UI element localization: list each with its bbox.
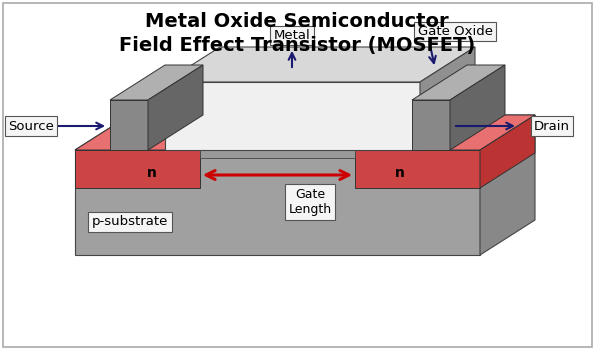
- Polygon shape: [110, 100, 148, 150]
- Text: n: n: [395, 166, 405, 180]
- Polygon shape: [355, 150, 480, 188]
- Polygon shape: [75, 115, 535, 150]
- Polygon shape: [480, 115, 535, 255]
- Polygon shape: [200, 115, 410, 150]
- Text: p-substrate: p-substrate: [92, 216, 168, 229]
- Text: Metal: Metal: [274, 29, 311, 42]
- Polygon shape: [355, 115, 535, 150]
- Polygon shape: [420, 47, 475, 150]
- Polygon shape: [148, 65, 203, 150]
- Text: Source: Source: [8, 119, 54, 133]
- Text: Metal Oxide Semiconductor
Field Effect Transistor (MOSFET): Metal Oxide Semiconductor Field Effect T…: [119, 12, 475, 55]
- Text: n: n: [147, 166, 157, 180]
- Polygon shape: [480, 115, 535, 188]
- Text: Gate Oxide: Gate Oxide: [418, 25, 493, 38]
- Polygon shape: [200, 150, 355, 158]
- Polygon shape: [412, 100, 450, 150]
- Text: Gate
Length: Gate Length: [289, 188, 331, 216]
- Polygon shape: [75, 150, 480, 255]
- Polygon shape: [165, 47, 475, 82]
- Polygon shape: [110, 65, 203, 100]
- Polygon shape: [450, 65, 505, 150]
- Polygon shape: [412, 65, 505, 100]
- Polygon shape: [165, 82, 420, 150]
- Polygon shape: [75, 115, 255, 150]
- Text: Drain: Drain: [534, 119, 570, 133]
- Polygon shape: [75, 150, 200, 188]
